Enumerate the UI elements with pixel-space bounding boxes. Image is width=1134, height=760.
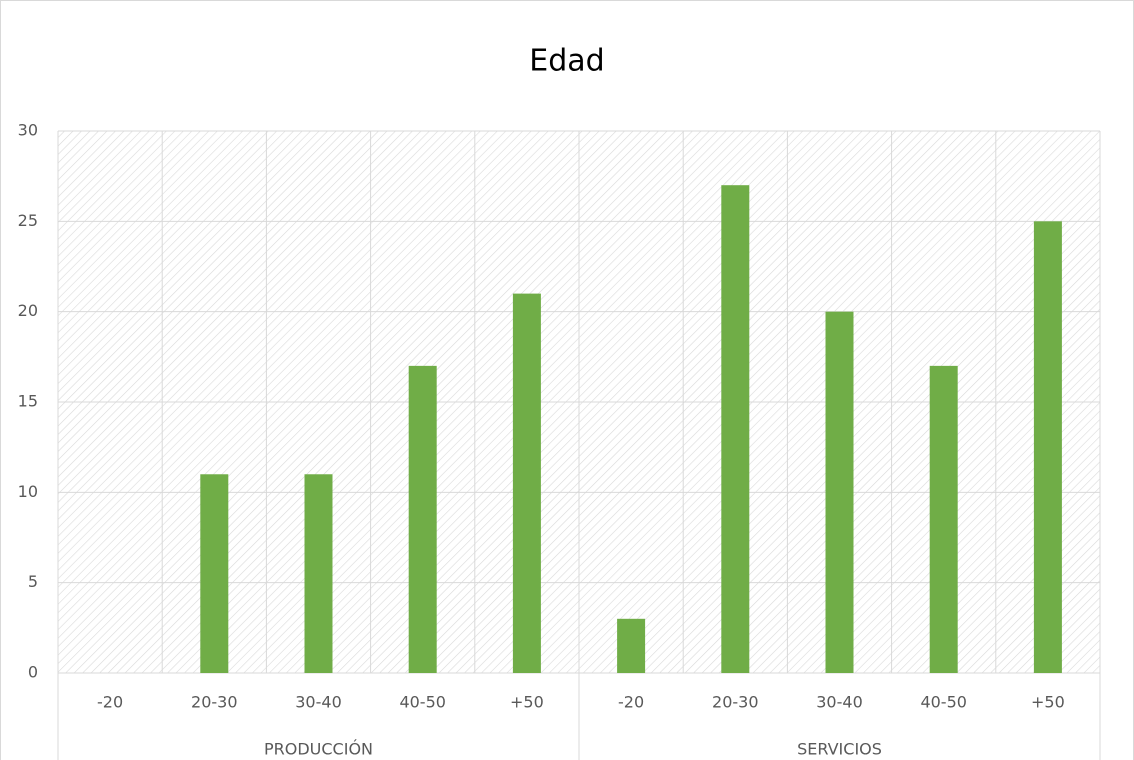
y-tick-label: 15 — [18, 392, 38, 411]
bar — [200, 474, 229, 673]
bar — [512, 293, 541, 673]
group-label: SERVICIOS — [797, 740, 882, 759]
x-tick-label: -20 — [618, 693, 644, 712]
x-tick-label: -20 — [97, 693, 123, 712]
chart-title: Edad — [529, 44, 604, 79]
bar — [617, 618, 646, 673]
bar — [408, 365, 437, 673]
y-tick-label: 0 — [28, 663, 38, 682]
x-tick-label: 30-40 — [816, 693, 863, 712]
x-tick-label: 40-50 — [920, 693, 967, 712]
bar — [825, 311, 854, 673]
y-tick-label: 10 — [18, 482, 38, 501]
x-tick-label: 20-30 — [712, 693, 759, 712]
y-tick-label: 30 — [18, 121, 38, 140]
bar — [1033, 221, 1062, 674]
group-label: PRODUCCIÓN — [264, 740, 373, 759]
x-tick-label: 20-30 — [191, 693, 238, 712]
y-tick-label: 25 — [18, 211, 38, 230]
x-tick-label: 40-50 — [399, 693, 446, 712]
bar — [304, 474, 333, 673]
x-tick-label: 30-40 — [295, 693, 342, 712]
x-tick-label: +50 — [1031, 693, 1065, 712]
y-tick-label: 5 — [28, 572, 38, 591]
bar — [929, 365, 958, 673]
y-tick-label: 20 — [18, 301, 38, 320]
bar — [721, 185, 750, 673]
x-tick-label: +50 — [510, 693, 544, 712]
